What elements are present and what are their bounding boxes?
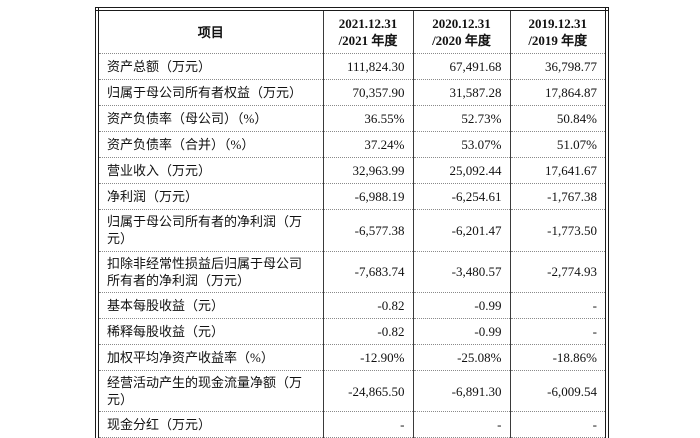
table-row: 营业收入（万元） 32,963.99 25,092.44 17,641.67 <box>96 157 608 185</box>
header-period-2021-year: /2021 年度 <box>338 33 398 49</box>
table-header: 项目 2021.12.31 /2021 年度 2020.12.31 /2020 … <box>96 8 608 55</box>
row-label: 归属于母公司所有者的净利润（万元） <box>96 209 324 252</box>
value-2019: -6,009.54 <box>509 369 608 413</box>
value-2019: - <box>509 317 608 345</box>
value-2019: 17,641.67 <box>509 157 608 185</box>
row-label: 稀释每股收益（元） <box>96 317 324 345</box>
header-period-2020-date: 2020.12.31 <box>432 16 491 31</box>
value-2021: -24,865.50 <box>322 369 414 413</box>
value-2021: -6,988.19 <box>322 183 414 211</box>
value-2020: -0.99 <box>412 317 511 345</box>
header-period-2021: 2021.12.31 /2021 年度 <box>322 8 414 55</box>
table-row: 基本每股收益（元） -0.82 -0.99 - <box>96 291 608 319</box>
value-2020: - <box>412 411 511 438</box>
table-row: 资产负债率（合并）（%） 37.24% 53.07% 51.07% <box>96 131 608 159</box>
header-item-column: 项目 <box>96 8 324 55</box>
table-row: 归属于母公司所有者的净利润（万元） -6,577.38 -6,201.47 -1… <box>96 209 608 252</box>
financial-summary-table: 项目 2021.12.31 /2021 年度 2020.12.31 /2020 … <box>95 7 609 438</box>
value-2019: - <box>509 291 608 319</box>
header-period-2021-date: 2021.12.31 <box>338 16 398 31</box>
row-label: 现金分红（万元） <box>96 411 324 438</box>
value-2019: -1,767.38 <box>509 183 608 211</box>
value-2019: -1,773.50 <box>509 209 608 252</box>
row-label: 资产负债率（合并）（%） <box>96 131 324 159</box>
table-body: 资产总额（万元） 111,824.30 67,491.68 36,798.77 … <box>96 53 608 438</box>
table-row: 净利润（万元） -6,988.19 -6,254.61 -1,767.38 <box>96 183 608 211</box>
value-2020: -6,254.61 <box>412 183 511 211</box>
value-2019: 50.84% <box>509 105 608 133</box>
value-2019: -18.86% <box>509 343 608 371</box>
header-period-2019: 2019.12.31 /2019 年度 <box>509 8 608 55</box>
value-2021: -0.82 <box>322 317 414 345</box>
row-label: 经营活动产生的现金流量净额（万元） <box>96 369 324 413</box>
value-2021: -7,683.74 <box>322 250 414 293</box>
value-2021: -0.82 <box>322 291 414 319</box>
value-2019: -2,774.93 <box>509 250 608 293</box>
header-period-2020: 2020.12.31 /2020 年度 <box>412 8 511 55</box>
value-2021: -12.90% <box>322 343 414 371</box>
table-row: 加权平均净资产收益率（%） -12.90% -25.08% -18.86% <box>96 343 608 371</box>
value-2020: -3,480.57 <box>412 250 511 293</box>
row-label: 扣除非经常性损益后归属于母公司所有者的净利润（万元） <box>96 250 324 293</box>
value-2021: 32,963.99 <box>322 157 414 185</box>
row-label: 加权平均净资产收益率（%） <box>96 343 324 371</box>
value-2020: -6,201.47 <box>412 209 511 252</box>
value-2020: -0.99 <box>412 291 511 319</box>
value-2020: -6,891.30 <box>412 369 511 413</box>
value-2020: 53.07% <box>412 131 511 159</box>
table-row: 归属于母公司所有者权益（万元） 70,357.90 31,587.28 17,8… <box>96 79 608 107</box>
value-2019: 51.07% <box>509 131 608 159</box>
value-2020: 31,587.28 <box>412 79 511 107</box>
header-item-label: 项目 <box>197 24 224 40</box>
table-row: 资产负债率（母公司）（%） 36.55% 52.73% 50.84% <box>96 105 608 133</box>
value-2021: 70,357.90 <box>322 79 414 107</box>
value-2021: -6,577.38 <box>322 209 414 252</box>
row-label: 净利润（万元） <box>96 183 324 211</box>
value-2019: - <box>509 411 608 438</box>
table-row: 现金分红（万元） - - - <box>96 411 608 438</box>
header-period-2020-year: /2020 年度 <box>432 33 491 49</box>
value-2021: 111,824.30 <box>322 53 414 81</box>
header-row: 项目 2021.12.31 /2021 年度 2020.12.31 /2020 … <box>96 8 608 55</box>
value-2020: 52.73% <box>412 105 511 133</box>
table-row: 稀释每股收益（元） -0.82 -0.99 - <box>96 317 608 345</box>
table-row: 经营活动产生的现金流量净额（万元） -24,865.50 -6,891.30 -… <box>96 369 608 413</box>
row-label: 营业收入（万元） <box>96 157 324 185</box>
value-2021: 36.55% <box>322 105 414 133</box>
row-label: 基本每股收益（元） <box>96 291 324 319</box>
value-2020: 25,092.44 <box>412 157 511 185</box>
row-label: 资产负债率（母公司）（%） <box>96 105 324 133</box>
table-row: 扣除非经常性损益后归属于母公司所有者的净利润（万元） -7,683.74 -3,… <box>96 250 608 293</box>
header-period-2019-year: /2019 年度 <box>528 33 588 49</box>
value-2021: 37.24% <box>322 131 414 159</box>
row-label: 归属于母公司所有者权益（万元） <box>96 79 324 107</box>
value-2019: 36,798.77 <box>509 53 608 81</box>
header-period-2019-date: 2019.12.31 <box>528 16 588 31</box>
value-2019: 17,864.87 <box>509 79 608 107</box>
value-2020: -25.08% <box>412 343 511 371</box>
value-2021: - <box>322 411 414 438</box>
value-2020: 67,491.68 <box>412 53 511 81</box>
table-row: 资产总额（万元） 111,824.30 67,491.68 36,798.77 <box>96 53 608 81</box>
row-label: 资产总额（万元） <box>96 53 324 81</box>
